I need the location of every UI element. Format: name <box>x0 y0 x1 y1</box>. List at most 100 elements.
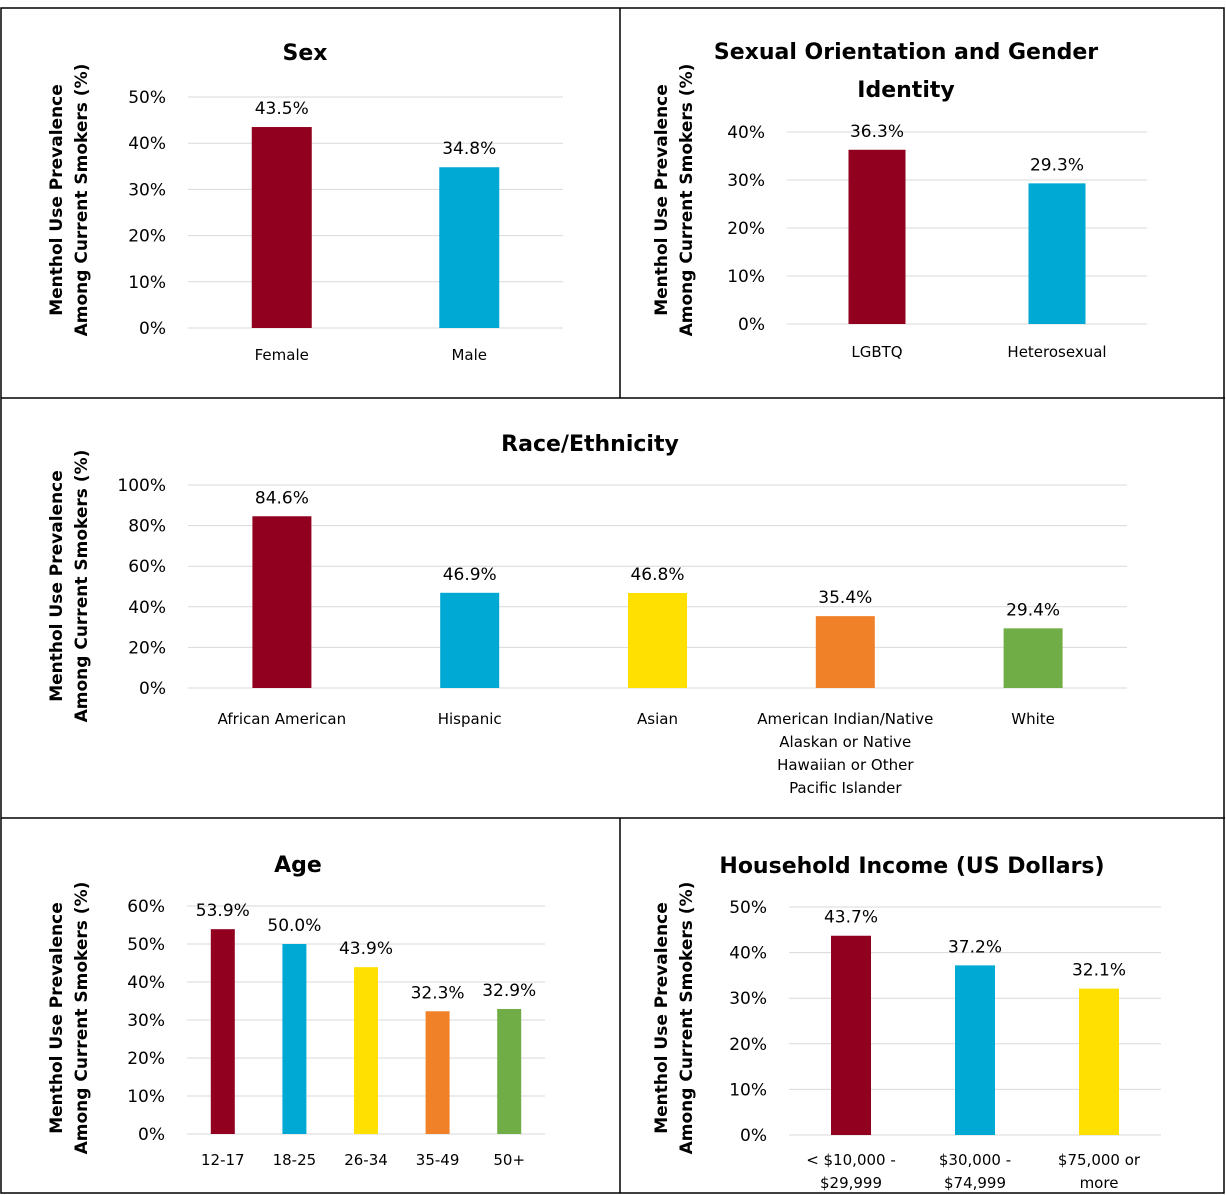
outer-border <box>0 7 1225 1194</box>
y-tick-label: 30% <box>127 1011 165 1031</box>
data-label: 34.8% <box>442 139 496 159</box>
bar <box>440 592 500 688</box>
y-tick-label: 40% <box>128 598 166 618</box>
y-axis-label: Menthol Use Prevalence Among Current Smok… <box>47 882 92 1155</box>
y-tick-label: 80% <box>128 517 166 537</box>
y-tick-label: 0% <box>738 315 765 335</box>
chart-age: Age Menthol Use Prevalence Among Current S… <box>47 853 545 1169</box>
category-label: more <box>1080 1174 1119 1192</box>
y-tick-label: 20% <box>128 227 166 247</box>
bar <box>497 1008 522 1134</box>
y-axis-label-line: Among Current Smokers (%) <box>677 882 697 1155</box>
data-label: 29.3% <box>1030 155 1084 175</box>
bar <box>628 592 687 688</box>
bar <box>1003 628 1063 688</box>
bar <box>425 1011 450 1134</box>
bar <box>815 616 875 688</box>
y-tick-label: 20% <box>727 219 765 239</box>
category-label: 50+ <box>493 1151 525 1169</box>
chart-title: Age <box>274 853 322 878</box>
data-label: 32.3% <box>411 983 465 1003</box>
y-tick-label: 100% <box>117 476 166 496</box>
y-tick-label: 40% <box>128 134 166 154</box>
y-tick-label: 10% <box>727 267 765 287</box>
category-label: Female <box>255 346 309 364</box>
y-tick-label: 40% <box>727 123 765 143</box>
y-tick-label: 40% <box>127 973 165 993</box>
y-tick-label: 0% <box>138 1125 165 1145</box>
y-tick-label: 10% <box>128 273 166 293</box>
bar <box>848 149 906 324</box>
bar <box>282 944 307 1134</box>
bar <box>831 935 871 1135</box>
y-axis-label: Menthol Use Prevalence Among Current Smok… <box>652 64 697 337</box>
category-label: 18-25 <box>273 1151 317 1169</box>
y-axis-label-line: Menthol Use Prevalence <box>47 470 67 702</box>
y-tick-label: 20% <box>127 1049 165 1069</box>
y-axis-label-line: Menthol Use Prevalence <box>47 84 67 316</box>
y-tick-label: 50% <box>128 88 166 108</box>
y-axis-label-line: Among Current Smokers (%) <box>72 882 92 1155</box>
chart-title: Sex <box>283 41 328 66</box>
y-tick-label: 10% <box>127 1087 165 1107</box>
y-tick-label: 30% <box>727 171 765 191</box>
category-label: $29,999 <box>820 1174 882 1192</box>
data-label: 46.9% <box>443 565 497 585</box>
data-label: 43.5% <box>255 99 309 119</box>
data-label: 50.0% <box>267 916 321 936</box>
y-axis-label-line: Among Current Smokers (%) <box>72 64 92 337</box>
category-label: LGBTQ <box>851 343 902 361</box>
category-label: Heterosexual <box>1007 343 1106 361</box>
y-tick-label: 0% <box>139 319 166 339</box>
bar <box>1079 988 1119 1135</box>
data-label: 43.9% <box>339 939 393 959</box>
bar <box>210 929 235 1134</box>
category-label: Male <box>451 346 487 364</box>
y-tick-label: 20% <box>729 1035 767 1055</box>
chart-race-ethnicity: Race/Ethnicity Menthol Use Prevalence Amon… <box>47 432 1127 797</box>
data-label: 35.4% <box>818 588 872 608</box>
y-tick-label: 50% <box>127 935 165 955</box>
data-label: 84.6% <box>255 488 309 508</box>
data-label: 32.1% <box>1072 961 1126 981</box>
bar <box>1028 183 1086 324</box>
category-label: African American <box>218 710 346 728</box>
bar <box>251 127 312 328</box>
data-label: 43.7% <box>824 908 878 928</box>
y-tick-label: 20% <box>128 638 166 658</box>
y-tick-label: 60% <box>127 897 165 917</box>
category-label: Alaskan or Native <box>779 733 911 751</box>
category-label: 26-34 <box>344 1151 388 1169</box>
bar <box>354 967 378 1134</box>
y-tick-label: 30% <box>128 180 166 200</box>
y-axis-label-line: Menthol Use Prevalence <box>47 902 67 1134</box>
chart-sexual-orientation: Sexual Orientation and Gender Identity Men… <box>652 40 1147 361</box>
data-label: 46.8% <box>630 565 684 585</box>
data-label: 32.9% <box>482 981 536 1001</box>
bar <box>955 965 995 1135</box>
chart-sex: Sex Menthol Use Prevalence Among Current S… <box>47 41 563 364</box>
y-axis-label: Menthol Use Prevalence Among Current Smok… <box>47 64 92 337</box>
data-label: 36.3% <box>850 122 904 142</box>
chart-title: Sexual Orientation and Gender <box>714 40 1098 65</box>
category-label: American Indian/Native <box>757 710 933 728</box>
y-axis-label: Menthol Use Prevalence Among Current Smok… <box>652 882 697 1155</box>
category-label: $75,000 or <box>1058 1151 1141 1169</box>
y-axis-label: Menthol Use Prevalence Among Current Smok… <box>47 450 92 723</box>
chart-title: Identity <box>857 78 954 103</box>
category-label: 35-49 <box>416 1151 460 1169</box>
y-tick-label: 50% <box>729 898 767 918</box>
y-tick-label: 0% <box>139 679 166 699</box>
category-label: Hispanic <box>438 710 502 728</box>
category-label: $30,000 - <box>939 1151 1011 1169</box>
data-label: 53.9% <box>196 901 250 921</box>
y-tick-label: 60% <box>128 557 166 577</box>
chart-household-income: Household Income (US Dollars) Menthol Use… <box>652 854 1161 1192</box>
category-label: Asian <box>637 710 678 728</box>
y-tick-label: 0% <box>740 1126 767 1146</box>
chart-title: Household Income (US Dollars) <box>719 854 1104 879</box>
category-label: < $10,000 - <box>806 1151 896 1169</box>
y-axis-label-line: Menthol Use Prevalence <box>652 84 672 316</box>
